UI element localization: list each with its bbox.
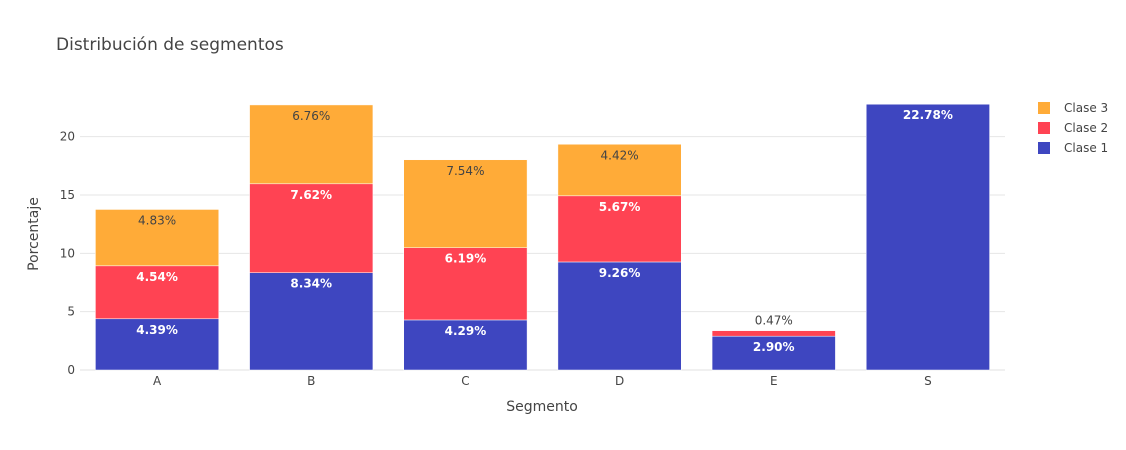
y-tick-label: 5 bbox=[67, 305, 75, 319]
bar-E-clase-2[interactable] bbox=[711, 330, 836, 337]
bar-C-clase-1[interactable] bbox=[403, 319, 528, 371]
bar-data-label: 2.90% bbox=[753, 340, 795, 354]
gridlines bbox=[80, 136, 1005, 371]
legend[interactable]: Clase 3 Clase 2 Clase 1 bbox=[1038, 101, 1108, 155]
bar-data-label: 8.34% bbox=[290, 277, 332, 291]
legend-swatch bbox=[1038, 122, 1050, 134]
bar-E-clase-1[interactable] bbox=[711, 335, 836, 371]
bar-S-clase-1[interactable] bbox=[866, 103, 990, 371]
bar-C-clase-2[interactable] bbox=[403, 247, 528, 321]
bar-data-label: 6.76% bbox=[292, 109, 330, 123]
bar-D-clase-3[interactable] bbox=[557, 144, 682, 197]
bar-data-label: 6.19% bbox=[445, 252, 487, 266]
x-tick-label: B bbox=[307, 374, 315, 388]
legend-swatch bbox=[1038, 142, 1050, 154]
y-tick-label: 10 bbox=[60, 246, 75, 260]
y-tick-label: 0 bbox=[67, 363, 75, 377]
bar-B-clase-2[interactable] bbox=[249, 183, 374, 273]
legend-label: Clase 3 bbox=[1064, 101, 1108, 115]
bar-A-clase-1[interactable] bbox=[95, 318, 219, 371]
bar-data-label: 9.26% bbox=[599, 266, 641, 280]
x-axis-title: Segmento bbox=[506, 399, 578, 415]
legend-label: Clase 2 bbox=[1064, 121, 1108, 135]
chart-title: Distribución de segmentos bbox=[56, 35, 284, 55]
bar-A-clase-2[interactable] bbox=[95, 265, 219, 320]
bar-C-clase-3[interactable] bbox=[403, 159, 528, 248]
y-tick-label: 15 bbox=[60, 188, 75, 202]
x-tick-label: D bbox=[615, 374, 624, 388]
legend-label: Clase 1 bbox=[1064, 141, 1108, 155]
bar-A-clase-3[interactable] bbox=[95, 209, 219, 267]
bar-data-label: 4.39% bbox=[136, 323, 178, 337]
y-tick-label: 20 bbox=[60, 130, 75, 144]
legend-item-clase-1[interactable]: Clase 1 bbox=[1038, 141, 1108, 155]
bar-data-label: 4.29% bbox=[445, 324, 487, 338]
legend-item-clase-3[interactable]: Clase 3 bbox=[1038, 101, 1108, 115]
x-tick-label: S bbox=[924, 374, 932, 388]
bar-data-label: 7.54% bbox=[446, 164, 484, 178]
x-tick-label: A bbox=[153, 374, 162, 388]
bars bbox=[95, 103, 990, 371]
bar-data-label: 4.54% bbox=[136, 270, 178, 284]
bar-D-clase-2[interactable] bbox=[557, 195, 682, 263]
bar-labels: 4.39% 4.54% 4.83% 8.34% 7.62% 6.76% 4.29% 6.19%… bbox=[136, 108, 953, 354]
x-tick-label: E bbox=[770, 374, 778, 388]
bar-data-label: 4.42% bbox=[601, 148, 639, 162]
bar-data-label: 5.67% bbox=[599, 200, 641, 214]
y-axis-ticks: 0 5 10 15 20 bbox=[60, 130, 75, 377]
bar-data-label: 7.62% bbox=[290, 188, 332, 202]
bar-B-clase-3[interactable] bbox=[249, 104, 374, 185]
x-tick-label: C bbox=[461, 374, 469, 388]
bar-data-label: 0.47% bbox=[755, 314, 793, 328]
bar-data-label: 4.83% bbox=[138, 213, 176, 227]
bar-data-label: 22.78% bbox=[903, 108, 953, 122]
y-axis-title: Porcentaje bbox=[26, 197, 42, 271]
legend-item-clase-2[interactable]: Clase 2 bbox=[1038, 121, 1108, 135]
bar-D-clase-1[interactable] bbox=[557, 261, 682, 371]
legend-swatch bbox=[1038, 102, 1050, 114]
